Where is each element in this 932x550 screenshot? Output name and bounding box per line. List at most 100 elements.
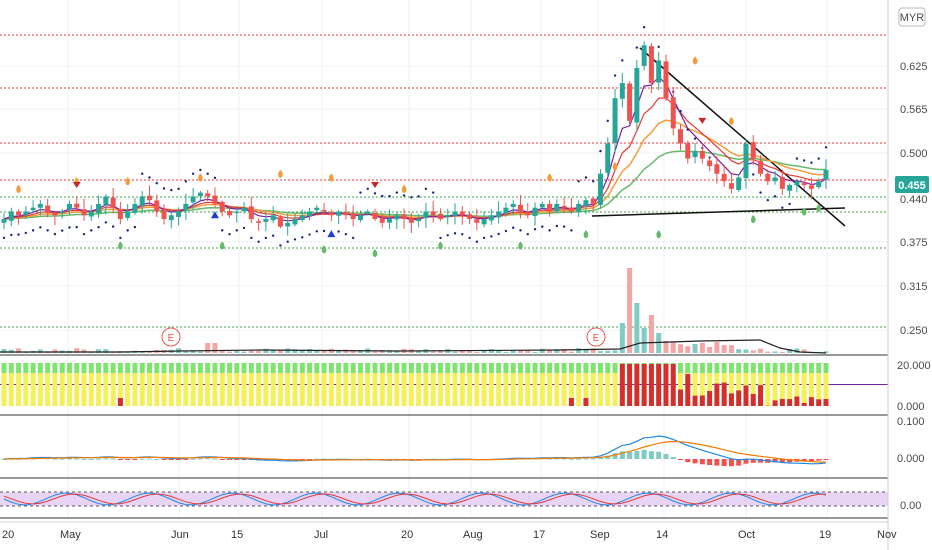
osc1-yellow-bar <box>328 373 334 406</box>
candle-body <box>88 211 94 217</box>
osc1-yellow-bar <box>16 373 22 406</box>
osc1-green-bar <box>612 363 618 373</box>
candle-body <box>707 160 713 167</box>
psar-dot <box>344 232 348 236</box>
volume-bar <box>707 346 713 353</box>
volume-bar <box>619 323 625 353</box>
sell-drop-marker <box>801 207 807 216</box>
macd-histogram-bar <box>219 459 225 460</box>
date-tick: 14 <box>656 529 668 541</box>
candle-body <box>452 211 458 216</box>
candle-body <box>794 181 800 186</box>
osc1-green-bar <box>561 363 567 373</box>
buy-drop-marker <box>729 116 734 125</box>
macd-histogram-bar <box>678 459 684 460</box>
macd-histogram-bar <box>758 459 764 463</box>
osc1-yellow-bar <box>205 373 211 406</box>
psar-dot <box>97 225 100 229</box>
osc1-yellow-bar <box>379 373 385 406</box>
volume-bar <box>525 349 531 353</box>
volume-bar <box>474 351 480 353</box>
earnings-marker-1[interactable]: E <box>161 327 181 347</box>
osc1-yellow-bar <box>779 373 785 406</box>
volume-bar <box>758 348 764 353</box>
osc1-green-bar <box>496 363 502 373</box>
sell-drop-marker <box>750 215 756 224</box>
volume-bar <box>234 350 240 353</box>
osc1-green-bar <box>692 363 698 373</box>
psar-dot <box>213 176 217 180</box>
candle-body <box>576 203 582 212</box>
volume-bar <box>394 351 400 353</box>
osc1-red-bar <box>823 398 829 406</box>
candle-body <box>307 211 313 216</box>
psar-dot <box>817 157 820 160</box>
price-tick: 0.440 <box>900 194 928 206</box>
osc1-green-bar <box>474 363 480 373</box>
psar-dot <box>642 25 646 29</box>
osc1-green-bar <box>772 363 778 373</box>
osc1-yellow-bar <box>539 373 545 406</box>
macd-histogram-bar <box>146 458 152 460</box>
volume-bar <box>103 349 109 353</box>
psar-dot <box>592 180 595 183</box>
date-tick: Oct <box>738 529 755 541</box>
price-axis[interactable] <box>888 0 932 550</box>
osc1-yellow-bar <box>103 373 109 406</box>
candle-body <box>52 212 58 216</box>
osc1-red-bar <box>772 400 778 406</box>
osc1-red-bar <box>743 385 749 406</box>
currency-badge[interactable]: MYR <box>898 7 926 27</box>
date-tick: 19 <box>819 529 831 541</box>
osc1-red-bar <box>634 364 640 406</box>
volume-bar <box>74 348 80 353</box>
osc1-green-bar <box>532 363 538 373</box>
osc1-yellow-bar <box>554 373 560 406</box>
candle-body <box>241 207 247 212</box>
psar-dot <box>657 45 660 49</box>
candlesticks[interactable] <box>1 41 829 236</box>
earnings-label: E <box>168 333 175 344</box>
time-axis[interactable]: 20 May Jun 15 Jul 20 Aug 17 Sep 14 Oct 1… <box>2 529 897 541</box>
osc1-yellow-bar <box>678 373 684 406</box>
up-triangle-marker <box>210 211 219 219</box>
osc1-yellow-bar <box>612 373 618 406</box>
macd-histogram-bar <box>736 459 742 466</box>
signal-markers <box>16 56 822 258</box>
macd-histogram-bar <box>125 459 131 460</box>
osc1-green-bar <box>96 363 102 373</box>
osc1-yellow-bar <box>66 373 72 406</box>
macd-histogram-bar <box>656 451 662 459</box>
osc1-green-bar <box>488 363 494 373</box>
price-tick: 0.375 <box>900 237 928 249</box>
osc1-green-bar <box>685 363 691 373</box>
candle-body <box>161 209 167 220</box>
down-triangle-marker <box>370 182 379 189</box>
volume-bar <box>597 351 603 353</box>
earnings-label: E <box>593 333 600 344</box>
candle-body <box>612 98 618 143</box>
macd-histogram-bar <box>547 458 553 460</box>
stoch-d-line <box>3 493 826 505</box>
volume-bar <box>263 348 269 353</box>
psar-dot <box>162 187 166 190</box>
osc1-green-bar <box>437 363 443 373</box>
macd-histogram-bar <box>197 458 203 460</box>
volume-bar <box>96 349 102 353</box>
candle-body <box>1 219 7 223</box>
earnings-marker-2[interactable]: E <box>586 327 606 347</box>
volume-bar <box>430 351 436 353</box>
macd-histogram-bar <box>823 459 829 460</box>
osc1-yellow-bar <box>547 373 553 406</box>
macd-histogram-bar <box>576 458 582 460</box>
volume-bar <box>496 350 502 353</box>
osc1-yellow-bar <box>445 373 451 406</box>
candle-body <box>663 61 669 99</box>
psar-dot <box>781 206 784 209</box>
panel-separators <box>0 354 888 519</box>
volume-bar <box>314 350 320 353</box>
macd-histogram-bar <box>561 458 567 460</box>
volume-bar <box>16 348 22 353</box>
